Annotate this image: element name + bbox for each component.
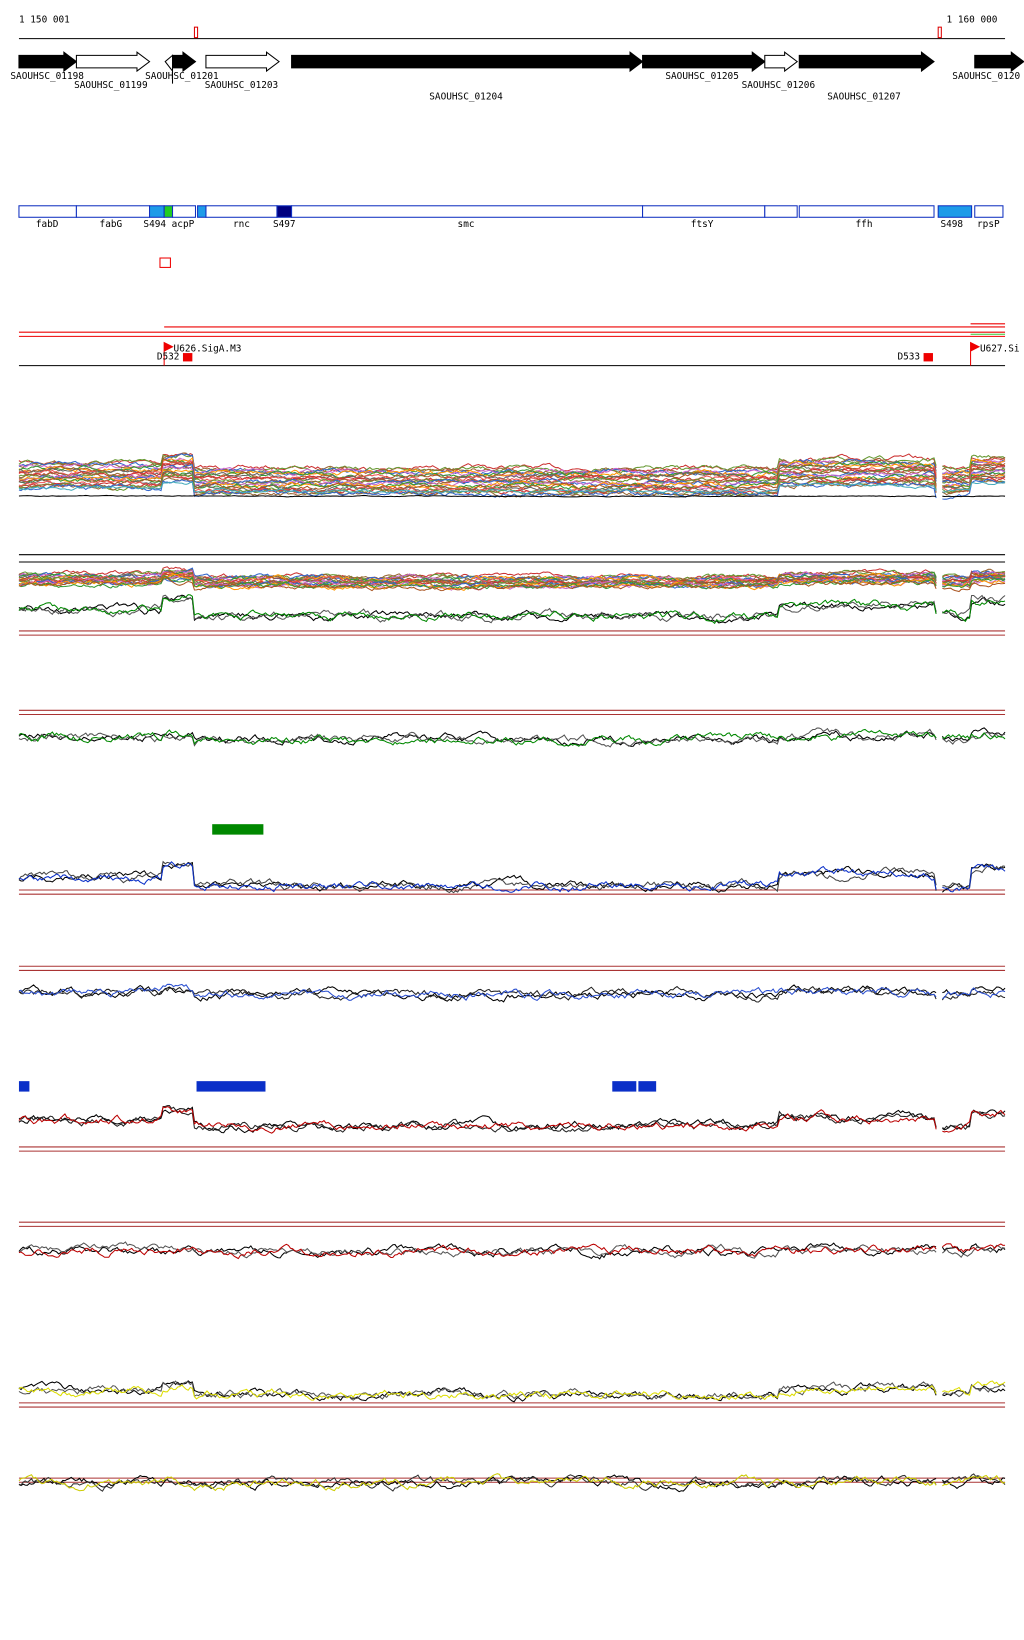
promoter-label: U627.Si [980, 343, 1020, 354]
profile-line [18, 494, 1006, 498]
feature-box [197, 205, 207, 218]
profile-line [18, 861, 1006, 893]
region-bar [612, 1081, 637, 1092]
feature-label: ffh [856, 219, 873, 230]
feature-box [171, 205, 197, 218]
profile-line [18, 594, 1006, 625]
ruler-start: 1 150 001 [19, 14, 70, 25]
gene-label: SAOUHSC_01207 [827, 92, 900, 103]
ruler-end: 1 160 000 [947, 14, 998, 25]
feature-box [276, 205, 293, 218]
profile-line [18, 460, 1006, 484]
feature-box [291, 205, 644, 218]
gene-label: SAOUHSC_01201 [145, 71, 219, 82]
feature-box [149, 205, 165, 218]
profile-line [18, 1380, 1006, 1401]
promoter-flag [163, 341, 174, 366]
gene-label: SAOUHSC_01204 [429, 92, 503, 103]
feature-label: fabG [100, 219, 123, 230]
feature-box [937, 205, 973, 218]
feature-label: ftsY [691, 219, 714, 230]
profile-line [18, 1243, 1006, 1260]
feature-label: rnc [233, 219, 250, 230]
profile-line [18, 594, 1006, 624]
terminator [182, 353, 193, 362]
profile-line [18, 728, 1006, 747]
profile-line [18, 576, 1006, 593]
gene-arrow [205, 51, 280, 73]
gene-arrow [18, 51, 78, 73]
promoter-label: U626.SigA.M3 [174, 343, 242, 354]
promoter-label: D532 [157, 352, 180, 363]
feature-label: acpP [172, 219, 195, 230]
gene-label: SAOUHSC_01198 [10, 71, 84, 82]
feature-label: smc [458, 219, 475, 230]
ruler-marker [193, 26, 199, 39]
profile-line [18, 1380, 1006, 1401]
profile-line [18, 577, 1006, 590]
region-bar [212, 824, 264, 835]
feature-box [974, 205, 1004, 218]
promoter-label: D533 [897, 352, 920, 363]
feature-box [798, 205, 935, 218]
profile-line [18, 1473, 1006, 1492]
profile-line [18, 1473, 1006, 1492]
region-bar [18, 1081, 30, 1092]
feature-box [764, 205, 798, 218]
region-bar [196, 1081, 266, 1092]
gene-label: SAOUHSC_01203 [205, 80, 278, 91]
gene-arrow [164, 54, 174, 84]
gene-arrow [291, 51, 644, 73]
terminator [923, 353, 933, 362]
gene-arrow [75, 51, 151, 73]
gene-arrow [764, 51, 799, 73]
profile-line [18, 1106, 1006, 1134]
feature-label: S498 [940, 219, 963, 230]
marker-square [159, 257, 171, 268]
feature-label: fabD [36, 219, 59, 230]
gene-arrow [171, 51, 197, 73]
feature-box [205, 205, 278, 218]
profile-line [18, 1106, 1006, 1134]
profile-line [18, 465, 1006, 490]
gene-label: SAOUHSC_01205 [665, 71, 738, 82]
feature-box [642, 205, 766, 218]
gene-arrow [798, 51, 935, 73]
gene-label: SAOUHSC_01199 [74, 80, 148, 91]
feature-label: rpsP [977, 219, 1000, 230]
region-bar [638, 1081, 657, 1092]
profile-line [18, 983, 1006, 1002]
profile-line [18, 984, 1006, 1003]
profile-line [18, 727, 1006, 748]
feature-box [163, 205, 174, 218]
gene-label: SAOUHSC_0120 [952, 71, 1020, 82]
promoter-flag [970, 341, 981, 366]
profile-line [18, 481, 1006, 495]
profile-line [18, 1105, 1006, 1133]
feature-label: S497 [273, 219, 296, 230]
feature-box [75, 205, 151, 218]
gene-arrow [642, 51, 766, 73]
feature-label: S494 [143, 219, 166, 230]
gene-arrow [974, 51, 1024, 73]
feature-box [18, 205, 77, 218]
gene-label: SAOUHSC_01206 [742, 80, 816, 91]
ruler-marker [937, 26, 942, 39]
